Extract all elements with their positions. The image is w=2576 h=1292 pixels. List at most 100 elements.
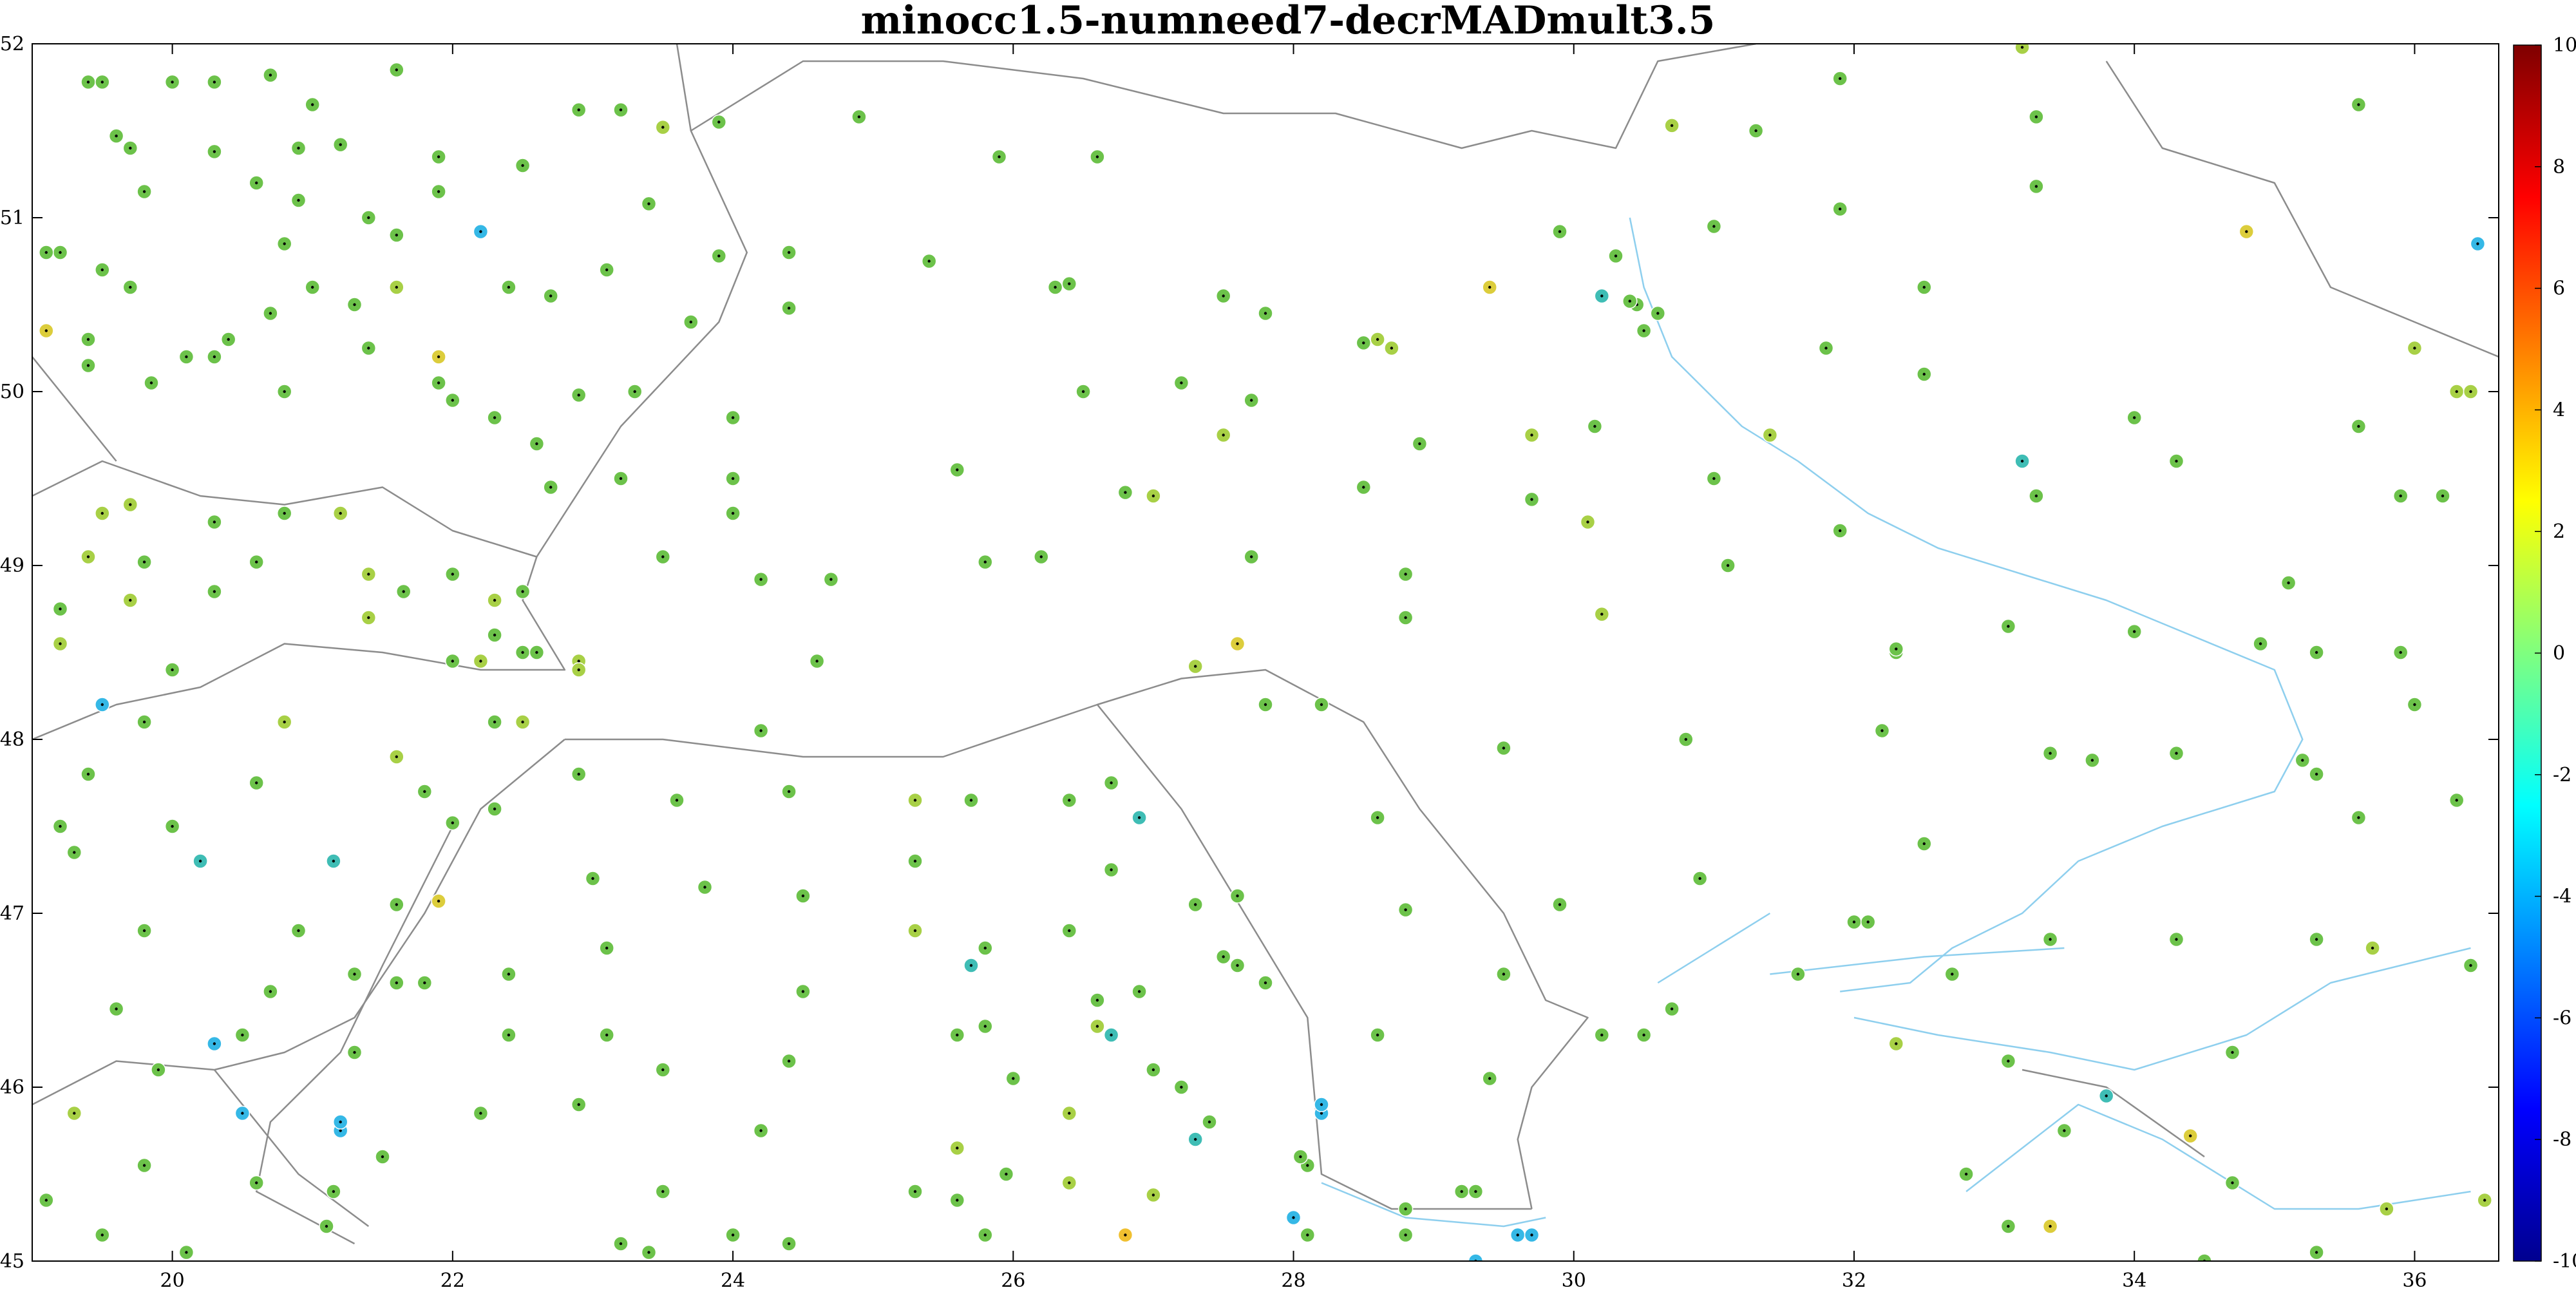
station-dot [437, 190, 440, 193]
colorbar-tick-label: 10 [2553, 34, 2576, 57]
station-dot [829, 578, 833, 581]
station-dot [402, 590, 405, 593]
station-dot [787, 1059, 791, 1063]
station-dot [1054, 285, 1057, 289]
station-dot [59, 251, 62, 254]
station-dot [1895, 647, 1898, 651]
station-dot [1614, 254, 1618, 258]
station-dot [255, 1181, 258, 1184]
station-dot [507, 285, 511, 289]
station-dot [142, 720, 146, 724]
station-dot [213, 150, 216, 153]
x-tick-label: 32 [1842, 1269, 1866, 1292]
station-dot [156, 1068, 160, 1072]
station-dot [129, 146, 132, 150]
station-dot [661, 126, 665, 129]
station-dot [857, 115, 861, 119]
station-dot [395, 903, 398, 906]
station-dot [1628, 299, 1631, 303]
station-dot [759, 578, 762, 581]
station-dot [283, 390, 286, 394]
station-dot [2357, 816, 2360, 819]
station-dot [1095, 998, 1099, 1002]
station-dot [801, 990, 805, 993]
station-dot [44, 329, 48, 332]
river-line [1321, 1182, 1546, 1228]
station-dot [1264, 981, 1267, 985]
station-dot [983, 1025, 987, 1028]
station-dot [759, 729, 762, 732]
station-dot [395, 285, 398, 289]
station-dot [332, 1190, 336, 1193]
station-dot [1824, 347, 1828, 350]
station-dot [2133, 416, 2136, 419]
station-dot [787, 790, 791, 793]
station-dot [969, 964, 973, 967]
station-dot [44, 251, 48, 254]
station-dot [115, 134, 118, 138]
station-dot [1110, 781, 1113, 784]
station-dot [787, 251, 791, 254]
station-dot [1670, 124, 1674, 128]
station-dot [213, 355, 216, 359]
station-dot [2175, 938, 2178, 941]
station-dot [2063, 1129, 2066, 1132]
station-dot [1712, 225, 1716, 228]
station-dot [1151, 1193, 1155, 1197]
station-dot [297, 146, 300, 150]
station-dot [1600, 1033, 1604, 1037]
station-dot [913, 799, 917, 802]
station-dot [100, 81, 104, 84]
station-dot [1110, 868, 1113, 871]
station-dot [241, 1112, 244, 1115]
station-dot [2105, 1094, 2108, 1097]
station-dot [2315, 772, 2318, 776]
station-dot [1236, 894, 1239, 898]
station-dot [1068, 929, 1071, 933]
station-dot [1600, 294, 1604, 298]
station-dot [185, 355, 188, 359]
station-dot [633, 390, 636, 394]
station-dot [423, 790, 426, 793]
station-dot [2315, 651, 2318, 654]
station-dot [437, 899, 440, 903]
station-dot [149, 381, 153, 385]
station-dot [1600, 613, 1604, 616]
station-dot [1922, 372, 1926, 376]
station-dot [479, 230, 482, 233]
station-dot [1530, 498, 1533, 501]
station-marker [2197, 1253, 2212, 1261]
station-dot [142, 560, 146, 564]
station-dot [332, 859, 336, 863]
station-dot [2175, 459, 2178, 463]
station-dot [2020, 46, 2024, 49]
station-dot [675, 799, 679, 802]
station-dot [1852, 920, 1856, 924]
border-line [2105, 61, 2499, 358]
station-dot [1194, 1137, 1197, 1141]
station-dot [1194, 665, 1197, 668]
station-dot [395, 755, 398, 759]
plot-frame [32, 43, 2499, 1262]
colorbar-tick-label: 2 [2553, 520, 2565, 543]
y-tick-label: 50 [0, 381, 24, 403]
station-dot [423, 981, 426, 985]
border-line [536, 44, 748, 558]
station-dot [241, 1033, 244, 1037]
station-dot [1151, 494, 1155, 498]
station-dot [619, 108, 623, 111]
station-dot [1124, 1233, 1127, 1237]
station-dot [983, 560, 987, 564]
station-dot [255, 781, 258, 784]
station-dot [703, 886, 706, 889]
station-dot [787, 307, 791, 310]
x-tick-label: 30 [1562, 1269, 1586, 1292]
station-dot [956, 1146, 959, 1150]
y-tick-label: 49 [0, 555, 24, 577]
station-dot [1320, 1112, 1323, 1115]
station-dot [801, 894, 805, 898]
station-dot [353, 303, 356, 307]
station-dot [2034, 185, 2038, 188]
station-dot [2455, 390, 2458, 394]
station-dot [1656, 312, 1660, 315]
